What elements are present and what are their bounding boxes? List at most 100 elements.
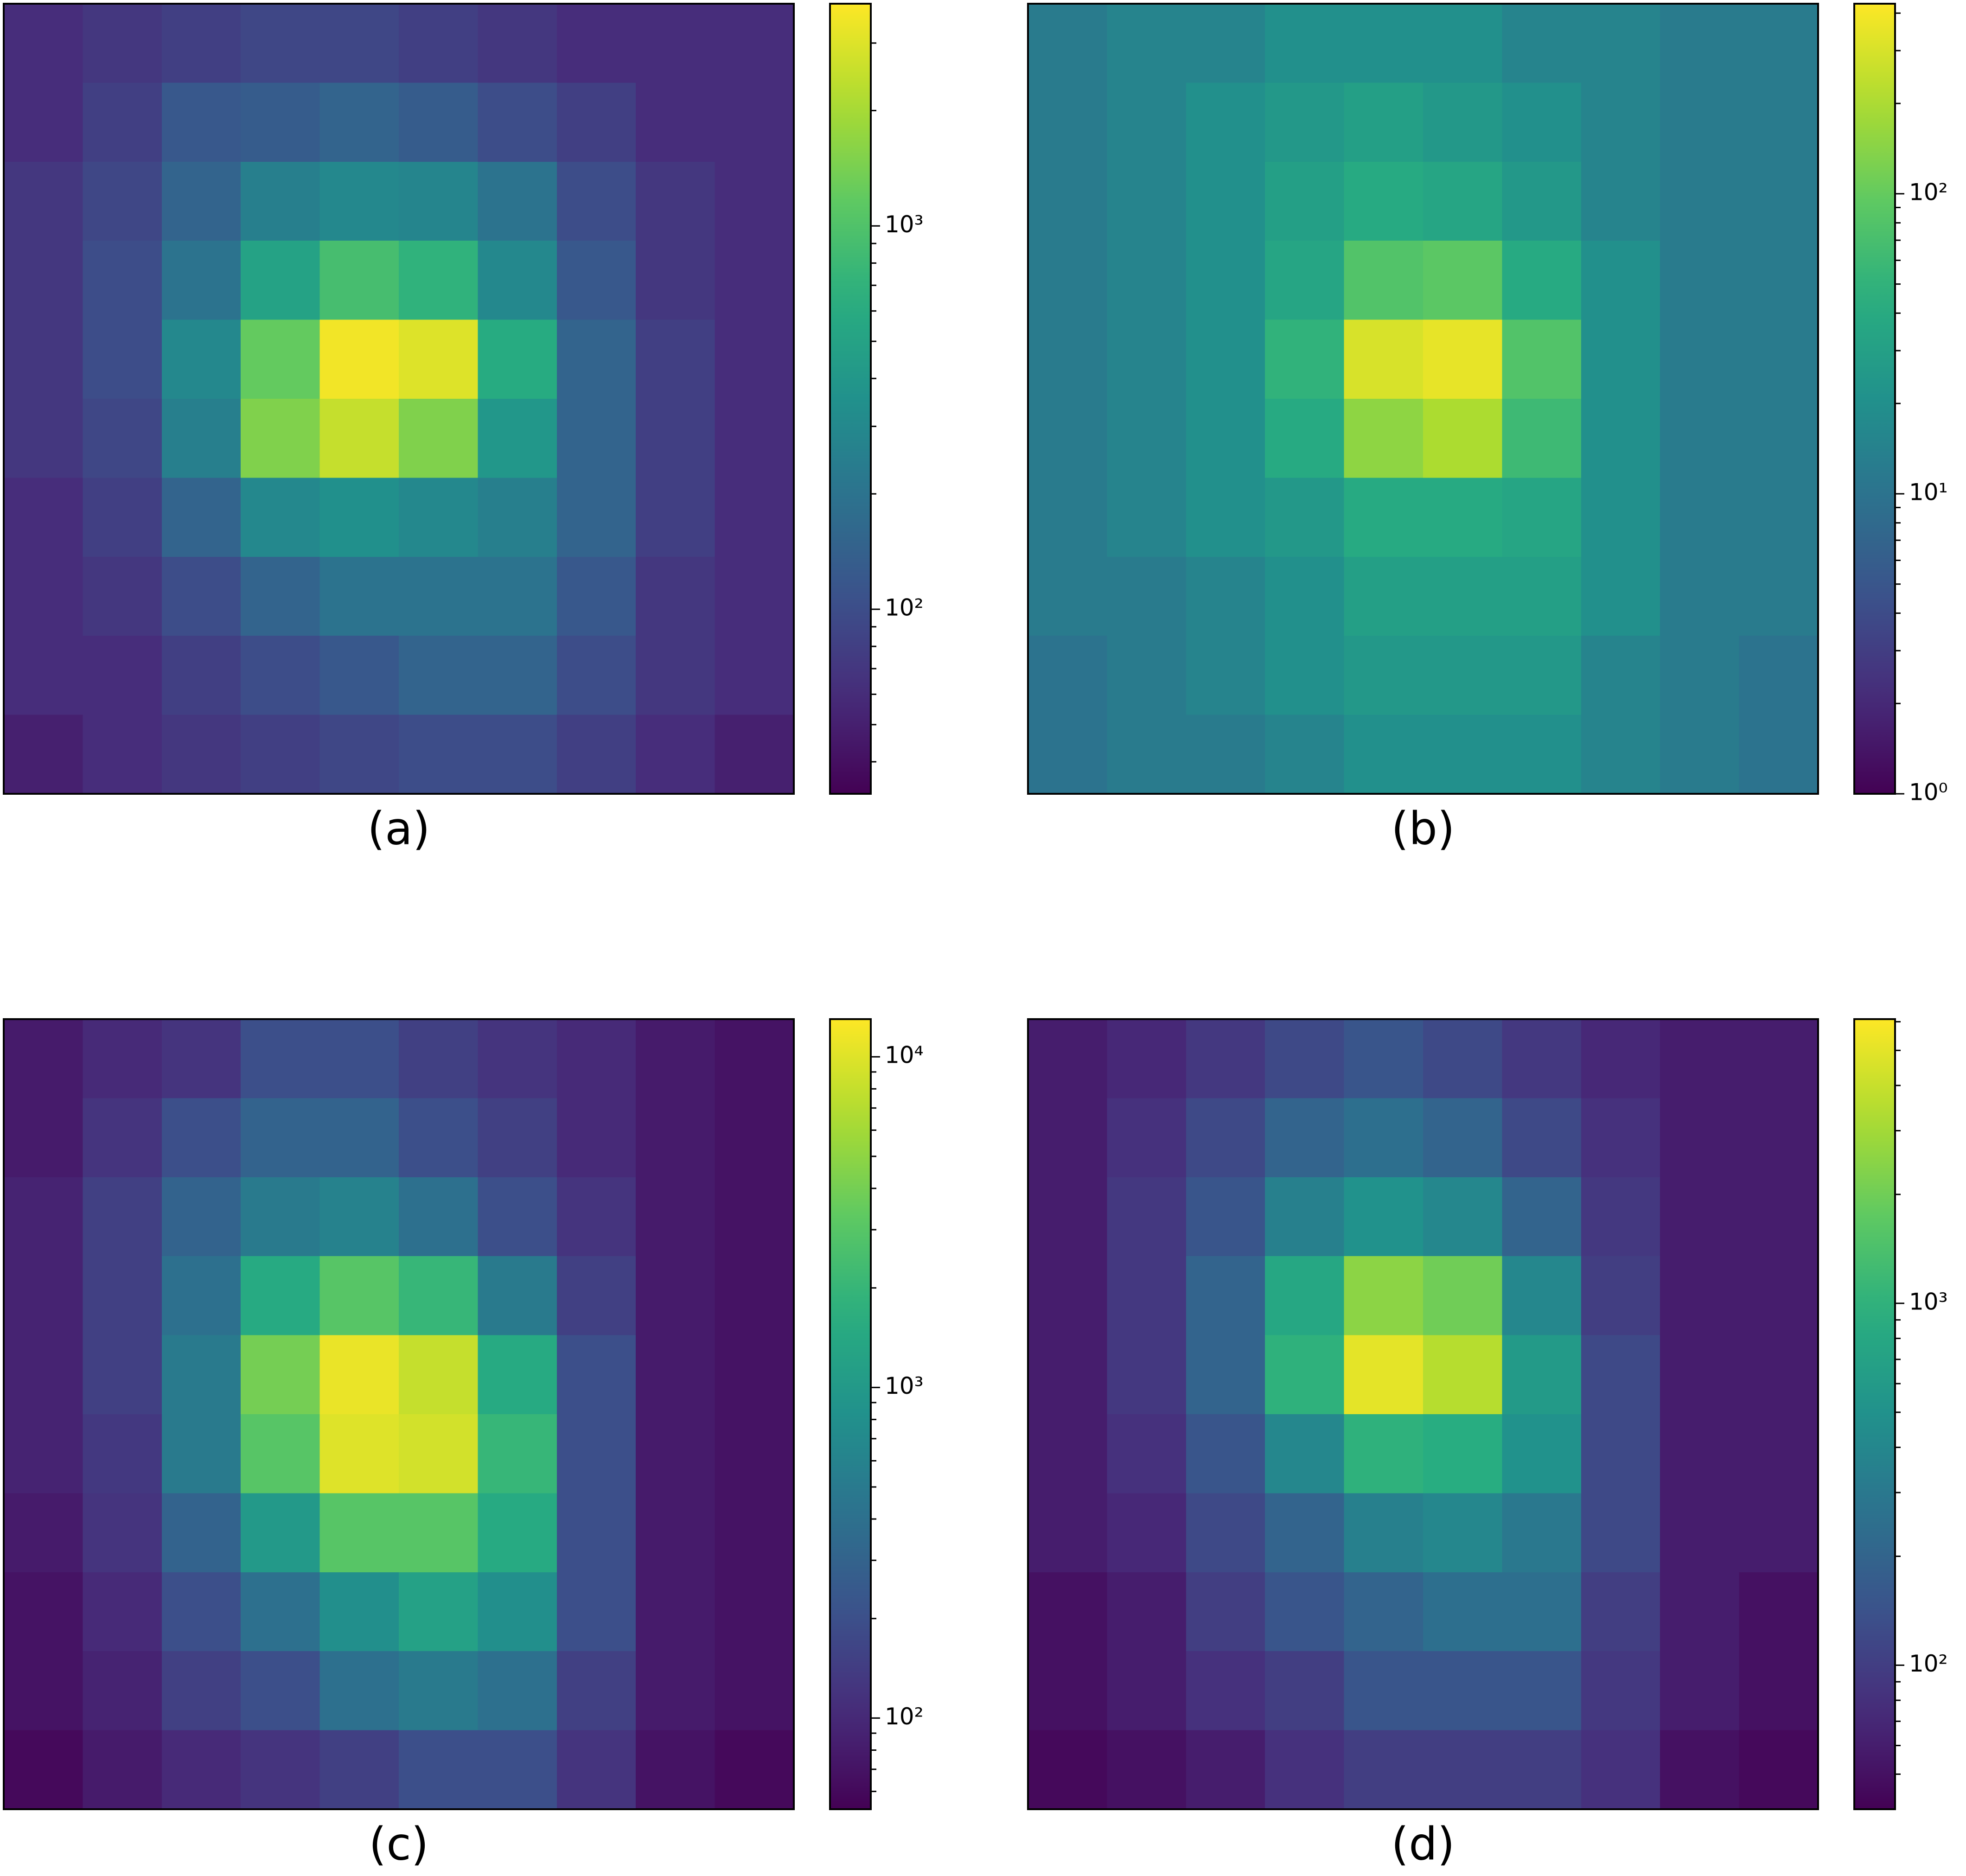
heatmap-cell: [1660, 1335, 1740, 1415]
heatmap-cell: [1423, 478, 1502, 557]
heatmap-cell: [1423, 1493, 1502, 1573]
heatmap-cell: [1581, 1335, 1660, 1415]
heatmap-cell: [1423, 636, 1502, 715]
heatmap-cell: [241, 478, 320, 557]
heatmap-cell: [1581, 399, 1660, 478]
heatmap-cell: [161, 715, 241, 794]
heatmap-cell: [1344, 478, 1423, 557]
heatmap-cell: [1581, 636, 1660, 715]
heatmap-cell: [556, 161, 636, 241]
heatmap-cell: [556, 1177, 636, 1257]
heatmap-cell: [241, 4, 320, 83]
heatmap-cell: [1028, 1256, 1107, 1336]
heatmap-cell: [1502, 319, 1582, 399]
heatmap-cell: [556, 4, 636, 83]
heatmap-cell: [83, 636, 162, 715]
heatmap-cell: [1344, 1335, 1423, 1415]
heatmap-cell: [83, 241, 162, 320]
heatmap-cell: [161, 319, 241, 399]
heatmap-cell: [478, 1019, 557, 1098]
heatmap-cell: [1739, 1019, 1819, 1098]
heatmap-cell: [478, 1493, 557, 1573]
heatmap-cell: [1739, 478, 1819, 557]
heatmap-cell: [1344, 161, 1423, 241]
heatmap-cell: [1186, 399, 1265, 478]
heatmap-cell: [1344, 556, 1423, 636]
heatmap-cell: [478, 4, 557, 83]
heatmap-cell: [1265, 1256, 1345, 1336]
heatmap-cell: [1344, 715, 1423, 794]
panel-caption: (d): [1391, 1818, 1455, 1870]
heatmap-cell: [1107, 1493, 1187, 1573]
heatmap-cell: [4, 319, 83, 399]
colorbar-tick-label: 10³: [885, 1372, 924, 1399]
heatmap-cell: [1502, 1414, 1582, 1493]
heatmap-cell: [399, 319, 478, 399]
heatmap-cell: [1739, 1256, 1819, 1336]
heatmap-cell: [399, 1572, 478, 1652]
heatmap-cell: [241, 161, 320, 241]
heatmap-cell: [1186, 636, 1265, 715]
heatmap-cell: [715, 1256, 794, 1336]
heatmap-cell: [636, 1493, 715, 1573]
heatmap-cell: [1028, 715, 1107, 794]
heatmap-cell: [161, 1098, 241, 1178]
heatmap-cell: [1028, 1651, 1107, 1731]
heatmap-cell: [1265, 1730, 1345, 1810]
heatmap-cell: [1344, 241, 1423, 320]
heatmap-cell: [1344, 1730, 1423, 1810]
heatmap-cell: [241, 399, 320, 478]
heatmap-cell: [1739, 83, 1819, 162]
heatmap-cell: [1028, 399, 1107, 478]
heatmap-cell: [241, 1572, 320, 1652]
heatmap-cell: [1502, 1098, 1582, 1178]
heatmap-cell: [1028, 1019, 1107, 1098]
heatmap-cell: [241, 1651, 320, 1731]
heatmap-cell: [1186, 1414, 1265, 1493]
heatmap-cell: [715, 399, 794, 478]
colorbar: [1853, 1018, 1896, 1810]
image-frame: [1027, 1018, 1819, 1810]
heatmap-cell: [636, 1019, 715, 1098]
heatmap-cell: [1028, 4, 1107, 83]
heatmap-cell: [636, 1651, 715, 1731]
heatmap-cell: [1502, 241, 1582, 320]
heatmap-cell: [319, 1572, 399, 1652]
heatmap-cell: [715, 161, 794, 241]
heatmap-cell: [1502, 4, 1582, 83]
heatmap-cell: [1423, 83, 1502, 162]
heatmap-cell: [319, 1651, 399, 1731]
heatmap-cell: [1265, 636, 1345, 715]
heatmap-cell: [715, 1414, 794, 1493]
heatmap-cell: [4, 1572, 83, 1652]
colorbar: [829, 1018, 872, 1810]
heatmap-cell: [1107, 241, 1187, 320]
heatmap-cell: [556, 241, 636, 320]
heatmap-cell: [556, 1572, 636, 1652]
heatmap-cell: [83, 1414, 162, 1493]
heatmap-cell: [556, 1493, 636, 1573]
heatmap-cell: [1581, 1177, 1660, 1257]
heatmap-cell: [1660, 4, 1740, 83]
heatmap-cell: [636, 241, 715, 320]
heatmap-cell: [715, 1098, 794, 1178]
heatmap-cell: [478, 478, 557, 557]
heatmap-cell: [1423, 161, 1502, 241]
heatmap: [4, 4, 794, 794]
heatmap-cell: [161, 1572, 241, 1652]
heatmap-cell: [83, 556, 162, 636]
heatmap-cell: [319, 715, 399, 794]
heatmap-cell: [4, 399, 83, 478]
heatmap-cell: [1028, 478, 1107, 557]
heatmap-cell: [1028, 1414, 1107, 1493]
heatmap-cell: [1581, 1256, 1660, 1336]
panel-caption: (b): [1391, 802, 1455, 855]
heatmap-cell: [1581, 241, 1660, 320]
heatmap-cell: [1502, 161, 1582, 241]
heatmap-cell: [556, 715, 636, 794]
heatmap-cell: [319, 1177, 399, 1257]
heatmap-cell: [1581, 1730, 1660, 1810]
heatmap-cell: [319, 319, 399, 399]
heatmap-cell: [319, 556, 399, 636]
heatmap-cell: [636, 161, 715, 241]
